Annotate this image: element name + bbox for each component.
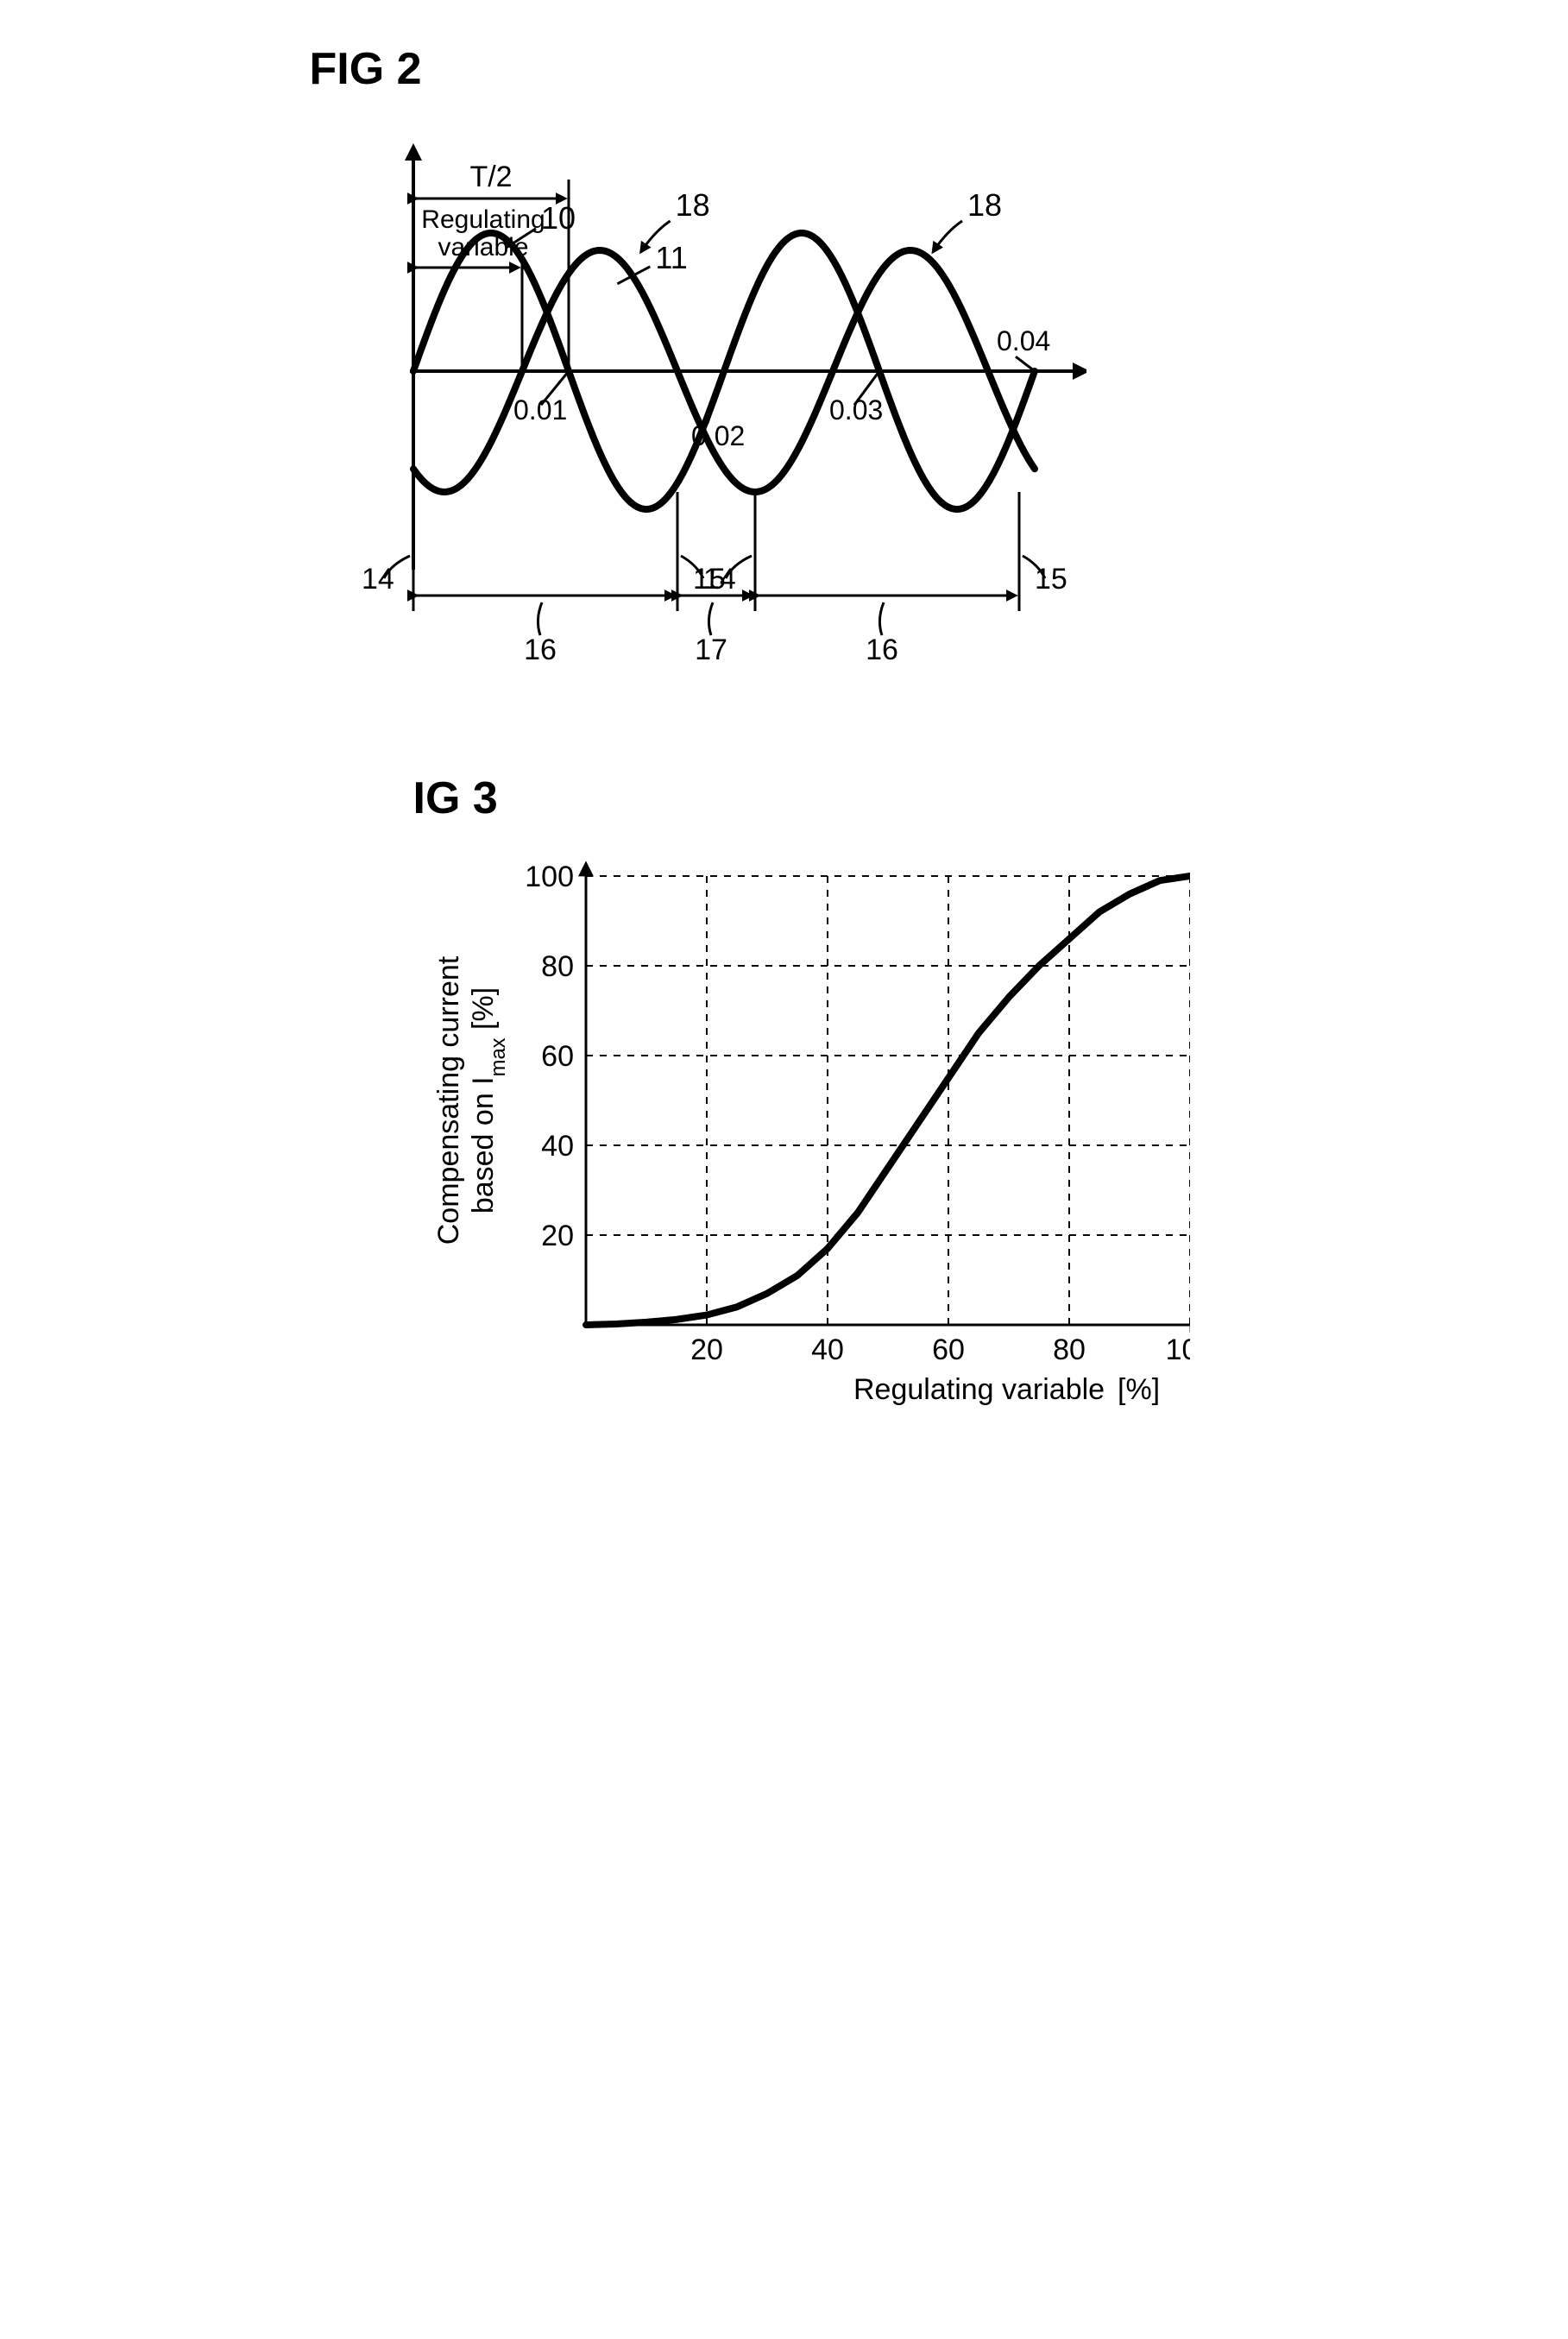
svg-text:100: 100: [1165, 1333, 1189, 1366]
svg-text:Regulating variable: Regulating variable: [853, 1373, 1105, 1406]
svg-text:15: 15: [1035, 563, 1067, 596]
svg-text:0.01: 0.01: [513, 394, 567, 426]
fig3-container: IG 3 20 40 60 80 100 20 40 60 80 100 Regulating va…: [413, 772, 1259, 1433]
svg-text:20: 20: [541, 1220, 574, 1252]
svg-text:16: 16: [524, 634, 557, 666]
fig2-container: FIG 2 Time[s]T/2Regulatingvariable101118…: [310, 43, 1259, 721]
svg-text:0.04: 0.04: [997, 325, 1050, 356]
svg-text:0.03: 0.03: [829, 394, 883, 426]
svg-text:20: 20: [690, 1333, 723, 1366]
svg-text:60: 60: [541, 1040, 574, 1073]
fig2-chart: Time[s]T/2Regulatingvariable101118180.01…: [310, 112, 1086, 716]
svg-text:10: 10: [541, 200, 576, 236]
svg-text:variable: variable: [438, 233, 528, 262]
fig3-title: IG 3: [413, 772, 1259, 824]
svg-text:based on Imax [%]: based on Imax [%]: [467, 987, 510, 1214]
svg-text:80: 80: [1053, 1333, 1086, 1366]
svg-text:Regulating: Regulating: [421, 205, 545, 234]
svg-text:80: 80: [541, 950, 574, 983]
svg-text:100: 100: [525, 861, 574, 893]
svg-text:14: 14: [362, 563, 394, 596]
svg-text:40: 40: [541, 1130, 574, 1163]
svg-text:60: 60: [932, 1333, 965, 1366]
svg-text:14: 14: [703, 563, 736, 596]
svg-text:0.02: 0.02: [691, 420, 745, 451]
svg-text:18: 18: [967, 187, 1002, 223]
fig2-title: FIG 2: [310, 43, 1259, 95]
svg-text:T/2: T/2: [469, 161, 512, 193]
svg-text:16: 16: [866, 634, 898, 666]
fig3-chart: 20 40 60 80 100 20 40 60 80 100 Regulating variabl…: [413, 842, 1190, 1428]
svg-text:11: 11: [655, 240, 687, 275]
svg-text:17: 17: [695, 634, 727, 666]
svg-text:18: 18: [675, 187, 709, 223]
svg-text:40: 40: [811, 1333, 844, 1366]
svg-text:[%]: [%]: [1118, 1373, 1160, 1406]
svg-text:Compensating current: Compensating current: [432, 955, 465, 1245]
